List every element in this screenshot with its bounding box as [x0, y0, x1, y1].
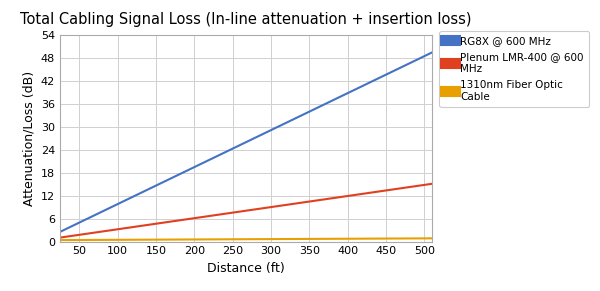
- Y-axis label: Attenuation/Loss (dB): Attenuation/Loss (dB): [22, 71, 35, 206]
- RG8X @ 600 MHz: [235, 144, 242, 147]
- Plenum LMR-400 @ 600
MHz: [56, 236, 64, 239]
- RG8X @ 600 MHz: [361, 83, 368, 86]
- RG8X @ 600 MHz: [419, 55, 427, 58]
- Plenum LMR-400 @ 600
MHz: [278, 204, 285, 207]
- 1310nm Fiber Optic
Cable: [235, 237, 242, 241]
- X-axis label: Distance (ft): Distance (ft): [207, 262, 285, 275]
- 1310nm Fiber Optic
Cable: [233, 237, 240, 241]
- Line: 1310nm Fiber Optic
Cable: 1310nm Fiber Optic Cable: [60, 238, 432, 240]
- Title: Total Cabling Signal Loss (In-line attenuation + insertion loss): Total Cabling Signal Loss (In-line atten…: [20, 12, 472, 27]
- RG8X @ 600 MHz: [428, 51, 436, 54]
- Plenum LMR-400 @ 600
MHz: [361, 192, 368, 195]
- 1310nm Fiber Optic
Cable: [257, 237, 265, 241]
- Plenum LMR-400 @ 600
MHz: [419, 183, 427, 187]
- 1310nm Fiber Optic
Cable: [419, 237, 427, 240]
- Legend: RG8X @ 600 MHz, Plenum LMR-400 @ 600
MHz, 1310nm Fiber Optic
Cable: RG8X @ 600 MHz, Plenum LMR-400 @ 600 MHz…: [439, 31, 589, 107]
- 1310nm Fiber Optic
Cable: [56, 238, 64, 242]
- RG8X @ 600 MHz: [56, 230, 64, 234]
- RG8X @ 600 MHz: [278, 123, 285, 127]
- Plenum LMR-400 @ 600
MHz: [235, 210, 242, 214]
- 1310nm Fiber Optic
Cable: [278, 237, 285, 241]
- 1310nm Fiber Optic
Cable: [361, 237, 368, 240]
- Plenum LMR-400 @ 600
MHz: [428, 182, 436, 186]
- Line: Plenum LMR-400 @ 600
MHz: Plenum LMR-400 @ 600 MHz: [60, 184, 432, 238]
- Plenum LMR-400 @ 600
MHz: [233, 210, 240, 214]
- 1310nm Fiber Optic
Cable: [428, 237, 436, 240]
- RG8X @ 600 MHz: [233, 145, 240, 148]
- RG8X @ 600 MHz: [257, 133, 265, 136]
- Line: RG8X @ 600 MHz: RG8X @ 600 MHz: [60, 52, 432, 232]
- Plenum LMR-400 @ 600
MHz: [257, 207, 265, 210]
